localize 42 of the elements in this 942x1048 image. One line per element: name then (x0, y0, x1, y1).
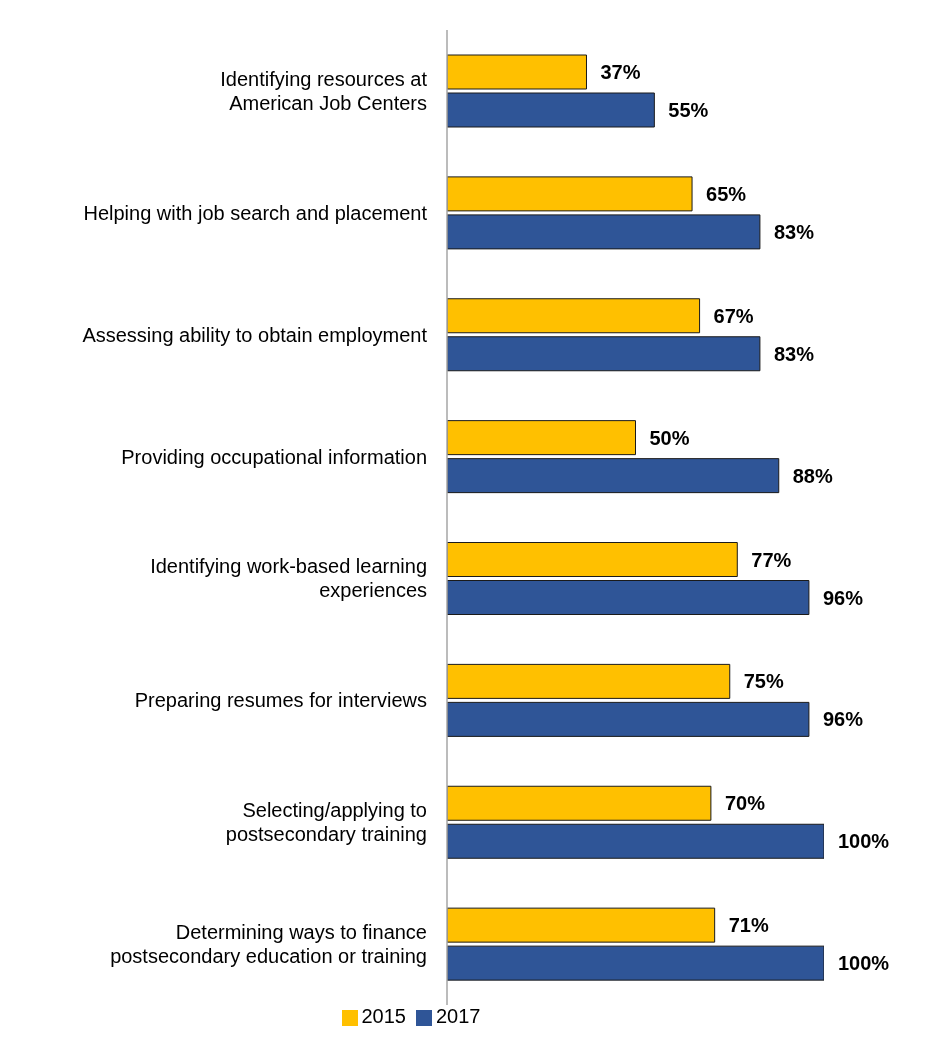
legend-label: 2017 (436, 1005, 481, 1027)
data-label: 50% (649, 426, 690, 449)
bar (447, 214, 761, 250)
data-label: 55% (668, 99, 709, 121)
data-label: 37% (600, 61, 641, 83)
y-tick-label: Identifying resources at American Job Centers (220, 67, 428, 114)
data-label: 100% (838, 952, 890, 975)
data-label: 75% (743, 670, 784, 693)
bar (447, 458, 780, 494)
bar (447, 907, 716, 943)
bar (447, 701, 810, 737)
data-label: 70% (724, 792, 766, 815)
y-tick-label: Identifying work-based learning experiences (150, 555, 427, 602)
bar (447, 663, 731, 699)
y-tick-label: Determining ways to finance postsecondary education or training (110, 921, 427, 968)
bar (447, 542, 738, 577)
data-label: 88% (792, 464, 834, 487)
bar (447, 420, 636, 456)
bar (447, 54, 587, 90)
y-tick-label: Providing occupational information (121, 445, 427, 468)
data-label: 100% (838, 830, 890, 853)
y-tick-label: Assessing ability to obtain employment (82, 323, 428, 346)
data-label: 67% (713, 304, 754, 327)
bar (447, 176, 693, 212)
bar (447, 92, 655, 128)
data-label: 65% (706, 182, 747, 205)
y-tick-label: Preparing resumes for interviews (134, 689, 427, 712)
data-label: 83% (773, 342, 815, 365)
data-label: 83% (773, 220, 815, 243)
y-tick-label: Helping with job search and placement (83, 201, 428, 224)
bar (447, 823, 824, 859)
y-tick-label: Selecting/applying to postsecondary training (225, 799, 427, 846)
bar (447, 785, 712, 821)
legend-label: 2015 (361, 1005, 406, 1027)
bar (447, 945, 824, 981)
data-label: 71% (728, 914, 769, 937)
bar (447, 298, 701, 334)
bar (447, 336, 761, 372)
data-label: 77% (751, 548, 792, 571)
bar (447, 580, 810, 615)
data-label: 96% (822, 708, 864, 731)
data-label: 96% (822, 586, 864, 609)
